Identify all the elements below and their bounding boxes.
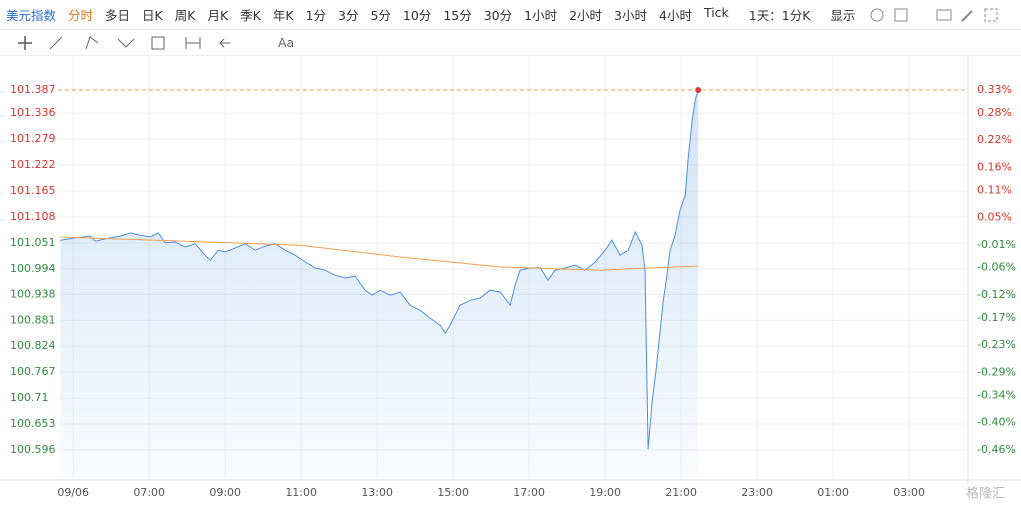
period-tab[interactable]: 多日 xyxy=(105,8,131,23)
y2-tick-label: -0.29% xyxy=(977,365,1016,378)
x-tick-label: 19:00 xyxy=(589,486,621,499)
x-tick-label: 11:00 xyxy=(285,486,317,499)
y2-tick-label: 0.16% xyxy=(977,160,1012,173)
period-tab[interactable]: 3分 xyxy=(338,8,359,23)
x-tick-label: 07:00 xyxy=(133,486,165,499)
watermark: 格隆汇 xyxy=(966,486,1005,502)
y-tick-label: 101.336 xyxy=(10,106,56,119)
y-tick-label: 100.596 xyxy=(10,443,56,456)
y-tick-label: 101.387 xyxy=(10,83,56,96)
y2-tick-label: 0.11% xyxy=(977,183,1012,196)
last-price-dot xyxy=(695,87,702,94)
x-tick-label: 09/06 xyxy=(57,486,89,499)
period-tab[interactable]: 1分 xyxy=(305,8,327,23)
y2-tick-label: -0.17% xyxy=(977,311,1016,324)
period-tab[interactable]: Tick xyxy=(703,5,729,20)
y-tick-label: 100.938 xyxy=(10,287,56,300)
display[interactable]: 显示 xyxy=(830,8,856,23)
y-tick-label: 100.71 xyxy=(10,391,49,404)
x-tick-label: 13:00 xyxy=(361,486,393,499)
series-line xyxy=(60,236,699,271)
x-tick-label: 23:00 xyxy=(741,486,773,499)
y2-tick-label: -0.40% xyxy=(977,416,1016,429)
y2-tick-label: 0.28% xyxy=(977,106,1012,119)
toolbar: 美元指数 分时 多日 日K 周K 月K 季K 年K 1分 3分 5分 10分 15分 30分 1小时 2小时… xyxy=(0,0,1021,30)
x-tick-label: 01:00 xyxy=(817,486,849,499)
x-tick-label: 15:00 xyxy=(437,486,469,499)
series-line xyxy=(60,89,699,450)
symbol[interactable]: 美元指数 xyxy=(6,8,57,23)
y-tick-label: 100.881 xyxy=(10,313,56,326)
y-tick-label: 101.165 xyxy=(10,184,56,197)
y-tick-label: 100.653 xyxy=(10,417,56,430)
period-tab[interactable]: 月K xyxy=(207,8,229,23)
y-tick-label: 101.108 xyxy=(10,210,56,223)
period-tab[interactable]: 季K xyxy=(240,8,261,23)
period-tab[interactable]: 日K xyxy=(142,8,163,23)
x-tick-label: 17:00 xyxy=(513,486,545,499)
x-tick-label: 21:00 xyxy=(665,486,697,499)
period-tab[interactable]: 2小时 xyxy=(569,8,603,23)
y2-tick-label: 0.22% xyxy=(977,133,1012,146)
y-tick-label: 100.767 xyxy=(10,365,56,378)
y-tick-label: 101.051 xyxy=(10,236,56,249)
period-tab[interactable]: 15分 xyxy=(443,8,472,23)
y2-tick-label: -0.01% xyxy=(977,238,1016,251)
period-tab[interactable]: 10分 xyxy=(402,8,432,23)
y2-tick-label: -0.23% xyxy=(977,338,1016,351)
text-tool[interactable]: Aa xyxy=(278,35,295,50)
x-tick-label: 09:00 xyxy=(209,486,241,499)
period-tab[interactable]: 5分 xyxy=(370,8,391,23)
interval[interactable]: 1天：1分K xyxy=(748,8,811,23)
chart: 格隆汇 09/06 07:00 09:00 11:00 13:00 15:00 17:00 1… xyxy=(0,56,1021,502)
y-tick-label: 101.222 xyxy=(10,158,56,171)
y2-tick-label: 0.05% xyxy=(977,211,1012,224)
period-tab[interactable]: 4小时 xyxy=(659,8,692,23)
y-tick-label: 101.279 xyxy=(10,132,56,145)
y2-tick-label: -0.34% xyxy=(977,388,1016,401)
y2-tick-label: -0.06% xyxy=(977,261,1016,274)
draw-icons xyxy=(18,35,230,50)
x-tick-label: 03:00 xyxy=(893,486,925,499)
period-tab[interactable]: 3小时 xyxy=(614,8,647,23)
y2-tick-label: -0.46% xyxy=(977,443,1016,456)
period-tab[interactable]: 分时 xyxy=(68,8,94,23)
y-tick-label: 100.824 xyxy=(10,339,56,352)
period-tab[interactable]: 年K xyxy=(272,8,294,23)
periods: 分时 多日 日K 周K 月K 季K 年K 1分 3分 5分 10分 15分 30分 1小时 2小时 3小时 4小… xyxy=(68,5,741,24)
y2-tick-label: -0.12% xyxy=(977,288,1016,301)
period-tab[interactable]: 周K xyxy=(174,8,196,23)
period-tab[interactable]: 1小时 xyxy=(524,8,558,23)
area xyxy=(60,90,699,480)
y-tick-label: 100.994 xyxy=(10,262,56,275)
period-tab[interactable]: 30分 xyxy=(483,8,513,23)
toolbar-icons xyxy=(870,8,998,22)
drawing-toolbar: Aa xyxy=(0,30,1021,56)
y2-tick-label: 0.33% xyxy=(977,83,1012,96)
